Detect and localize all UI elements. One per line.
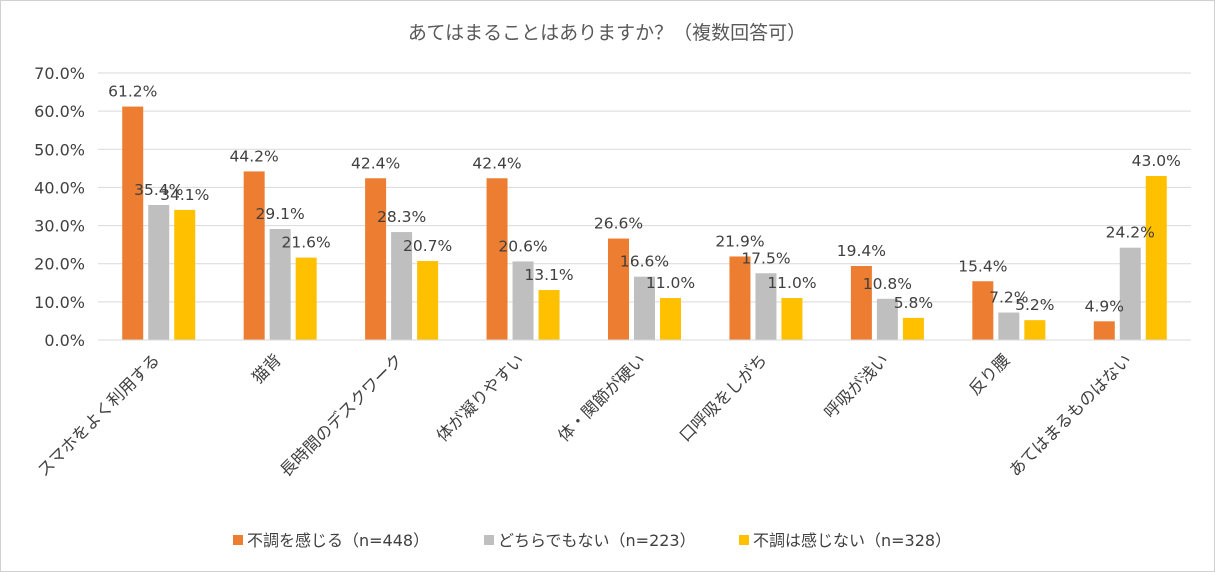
legend: 不調を感じる（n=448） どちらでもない（n=223） 不調は感じない（n=328… (233, 531, 951, 550)
data-label: 29.1% (256, 205, 305, 223)
bar (512, 261, 534, 340)
y-tick-label: 50.0% (34, 140, 85, 159)
y-tick-label: 10.0% (34, 293, 85, 312)
bar (148, 204, 170, 340)
bar (902, 317, 924, 340)
category-label: スマホをよく利用する (34, 350, 164, 480)
bar (608, 238, 629, 340)
data-label: 7.2% (989, 289, 1028, 307)
category-label: 呼吸が浅い (820, 350, 892, 422)
data-label: 5.2% (1015, 296, 1054, 314)
data-label: 42.4% (472, 154, 521, 172)
bar (876, 298, 898, 340)
category-label: 猫背 (248, 350, 285, 387)
bar (781, 298, 803, 340)
data-label: 34.1% (160, 186, 209, 204)
bars (122, 106, 1167, 341)
category-label: 長時間のデスクワーク (276, 350, 407, 481)
data-label: 43.0% (1132, 152, 1181, 170)
bar (486, 178, 508, 340)
bar (729, 256, 751, 340)
data-labels: 61.2% 35.4%34.1% 44.2% 29.1% 21.6% 42.4% 28.3%… (108, 83, 1181, 316)
data-label: 61.2% (108, 83, 157, 101)
bar (365, 178, 387, 340)
bar (998, 312, 1020, 340)
data-label: 16.6% (620, 253, 669, 271)
y-axis: 0.0% 10.0% 20.0% 30.0% 40.0% 50.0% 60.0% 70.0% (34, 64, 85, 350)
data-label: 10.8% (863, 275, 912, 293)
bar (417, 261, 439, 340)
legend-swatch (233, 535, 243, 545)
data-label: 21.9% (715, 232, 764, 250)
bar (295, 257, 317, 340)
data-label: 44.2% (230, 147, 279, 165)
data-label: 4.9% (1085, 297, 1124, 315)
data-label: 28.3% (377, 208, 426, 226)
bar (634, 276, 655, 340)
bar (755, 273, 777, 340)
bar (538, 290, 560, 340)
legend-label: どちらでもない（n=223） (498, 531, 696, 550)
data-label: 19.4% (837, 242, 886, 260)
bar (1145, 175, 1167, 340)
bar (660, 298, 681, 340)
bar (972, 281, 994, 340)
data-label: 11.0% (646, 274, 695, 292)
data-label: 5.8% (894, 294, 933, 312)
category-label: 体・関節が硬い (554, 350, 649, 445)
chart-title: あてはまることはありますか？（複数回答可） (408, 22, 806, 44)
bar (1093, 321, 1115, 340)
bar (174, 209, 196, 340)
y-tick-label: 20.0% (34, 255, 85, 274)
data-label: 42.4% (351, 154, 400, 172)
category-label: 体が凝りやすい (433, 350, 528, 445)
data-label: 35.4% (134, 181, 183, 199)
data-label: 24.2% (1106, 224, 1155, 242)
y-tick-label: 60.0% (34, 102, 85, 121)
data-label: 21.6% (282, 234, 331, 252)
legend-swatch (739, 535, 749, 545)
legend-label: 不調を感じる（n=448） (247, 531, 429, 550)
data-label: 20.6% (498, 237, 547, 255)
data-label: 20.7% (403, 237, 452, 255)
y-tick-label: 30.0% (34, 217, 85, 236)
y-tick-label: 0.0% (44, 331, 85, 350)
bar (1119, 247, 1141, 340)
category-label: あてはまるものはない (1005, 350, 1135, 480)
bar (391, 232, 413, 340)
legend-label: 不調は感じない（n=328） (753, 531, 951, 550)
y-tick-label: 40.0% (34, 178, 85, 197)
data-label: 11.0% (767, 274, 816, 292)
data-label: 26.6% (594, 215, 643, 233)
category-label: 口呼吸をしがち (676, 350, 771, 445)
legend-swatch (484, 535, 494, 545)
bar (269, 229, 291, 340)
bar (850, 266, 872, 340)
bar (1024, 320, 1046, 340)
data-label: 17.5% (741, 249, 790, 267)
bar (122, 106, 144, 341)
y-tick-label: 70.0% (34, 64, 85, 83)
bar (243, 171, 265, 340)
data-label: 13.1% (524, 266, 573, 284)
data-label: 15.4% (958, 257, 1007, 275)
category-label: 反り腰 (965, 350, 1013, 398)
